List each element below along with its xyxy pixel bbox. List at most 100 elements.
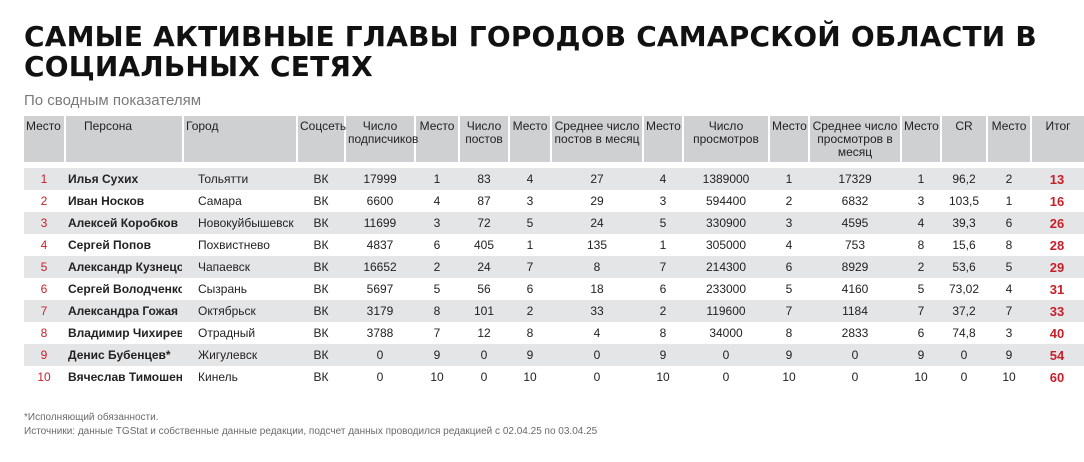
cell-place-avg-views: 10: [902, 366, 942, 388]
cell-social: ВК: [298, 366, 346, 388]
col-header-city: Город: [184, 116, 298, 162]
cell-person: Сергей Попов: [66, 234, 184, 256]
cell-total: 28: [1032, 234, 1084, 256]
col-header-place-subscribers: Место: [416, 116, 460, 162]
cell-avg-posts: 33: [552, 300, 644, 322]
cell-place: 9: [24, 344, 66, 366]
col-header-views: Число просмотров: [684, 116, 770, 162]
cell-place-cr: 2: [988, 168, 1032, 190]
cell-place-subscribers: 4: [416, 190, 460, 212]
cell-place-subscribers: 8: [416, 300, 460, 322]
cell-subscribers: 3179: [346, 300, 416, 322]
cell-place-avg-posts: 8: [644, 322, 684, 344]
cell-place-views: 4: [770, 234, 810, 256]
cell-views: 214300: [684, 256, 770, 278]
cell-posts: 72: [460, 212, 510, 234]
cell-place-subscribers: 10: [416, 366, 460, 388]
cell-place-avg-views: 6: [902, 322, 942, 344]
cell-place-subscribers: 7: [416, 322, 460, 344]
cell-place-avg-views: 9: [902, 344, 942, 366]
cell-place: 3: [24, 212, 66, 234]
cell-place-avg-posts: 1: [644, 234, 684, 256]
cell-place-avg-posts: 5: [644, 212, 684, 234]
cell-cr: 0: [942, 344, 988, 366]
cell-place-posts: 10: [510, 366, 552, 388]
table-row: 5 Александр Кузнецов Чапаевск ВК 16652 2 24 7 8 7…: [24, 256, 1084, 278]
table-row: 10 Вячеслав Тимошенко Кинель ВК 0 10 0 10 0 10 0 10…: [24, 366, 1084, 388]
table-row: 1 Илья Сухих Тольятти ВК 17999 1 83 4 27 4 1389000…: [24, 168, 1084, 190]
cell-place-avg-posts: 7: [644, 256, 684, 278]
footnote: *Исполняющий обязанности.: [24, 412, 159, 423]
cell-place-posts: 9: [510, 344, 552, 366]
cell-social: ВК: [298, 300, 346, 322]
cell-city: Чапаевск: [184, 256, 298, 278]
cell-total: 33: [1032, 300, 1084, 322]
cell-place: 7: [24, 300, 66, 322]
col-header-place-cr: Место: [988, 116, 1032, 162]
cell-cr: 74,8: [942, 322, 988, 344]
table-row: 4 Сергей Попов Похвистнево ВК 4837 6 405 1 135 1 3…: [24, 234, 1084, 256]
col-header-place: Место: [24, 116, 66, 162]
cell-place-avg-views: 1: [902, 168, 942, 190]
cell-place-posts: 1: [510, 234, 552, 256]
table-row: 8 Владимир Чихирев Отрадный ВК 3788 7 12 8 4 8 340…: [24, 322, 1084, 344]
cell-cr: 37,2: [942, 300, 988, 322]
cell-place-avg-views: 8: [902, 234, 942, 256]
table-row: 3 Алексей Коробков Новокуйбышевск ВК 11699 3 7…: [24, 212, 1084, 234]
cell-avg-views: 753: [810, 234, 902, 256]
cell-total: 40: [1032, 322, 1084, 344]
cell-social: ВК: [298, 344, 346, 366]
cell-place-posts: 4: [510, 168, 552, 190]
cell-place-subscribers: 2: [416, 256, 460, 278]
cell-place-views: 7: [770, 300, 810, 322]
cell-subscribers: 16652: [346, 256, 416, 278]
table-row: 2 Иван Носков Самара ВК 6600 4 87 3 29 3 594400 2 68…: [24, 190, 1084, 212]
cell-avg-views: 4160: [810, 278, 902, 300]
cell-avg-posts: 18: [552, 278, 644, 300]
cell-total: 29: [1032, 256, 1084, 278]
table-header-row: Место Персона Город Соцсеть Число подпис…: [24, 116, 1084, 162]
col-header-person: Персона: [66, 116, 184, 162]
cell-place: 6: [24, 278, 66, 300]
cell-place-subscribers: 3: [416, 212, 460, 234]
cell-place-avg-posts: 4: [644, 168, 684, 190]
sources-note: Источники: данные TGStat и собственные д…: [24, 426, 598, 437]
cell-avg-posts: 0: [552, 366, 644, 388]
cell-person: Владимир Чихирев: [66, 322, 184, 344]
cell-avg-posts: 4: [552, 322, 644, 344]
col-header-place-posts: Место: [510, 116, 552, 162]
cell-place-cr: 10: [988, 366, 1032, 388]
cell-place-avg-views: 4: [902, 212, 942, 234]
cell-total: 13: [1032, 168, 1084, 190]
cell-person: Иван Носков: [66, 190, 184, 212]
cell-city: Кинель: [184, 366, 298, 388]
cell-place-cr: 4: [988, 278, 1032, 300]
cell-place-cr: 8: [988, 234, 1032, 256]
col-header-place-views: Место: [770, 116, 810, 162]
cell-cr: 96,2: [942, 168, 988, 190]
cell-subscribers: 11699: [346, 212, 416, 234]
cell-social: ВК: [298, 212, 346, 234]
col-header-total: Итог: [1032, 116, 1084, 162]
cell-posts: 12: [460, 322, 510, 344]
cell-subscribers: 0: [346, 344, 416, 366]
cell-views: 233000: [684, 278, 770, 300]
cell-place-cr: 1: [988, 190, 1032, 212]
cell-place-avg-views: 3: [902, 190, 942, 212]
cell-views: 34000: [684, 322, 770, 344]
cell-posts: 0: [460, 344, 510, 366]
table-row: 6 Сергей Володченков Сызрань ВК 5697 5 56 6 18 6 2…: [24, 278, 1084, 300]
cell-person: Александра Гожая: [66, 300, 184, 322]
col-header-social: Соцсеть: [298, 116, 346, 162]
cell-place-cr: 6: [988, 212, 1032, 234]
cell-avg-views: 4595: [810, 212, 902, 234]
cell-city: Тольятти: [184, 168, 298, 190]
cell-place: 5: [24, 256, 66, 278]
cell-place-views: 1: [770, 168, 810, 190]
cell-avg-posts: 29: [552, 190, 644, 212]
cell-city: Похвистнево: [184, 234, 298, 256]
cell-city: Новокуйбышевск: [184, 212, 298, 234]
cell-avg-views: 0: [810, 366, 902, 388]
cell-place-views: 6: [770, 256, 810, 278]
cell-cr: 53,6: [942, 256, 988, 278]
